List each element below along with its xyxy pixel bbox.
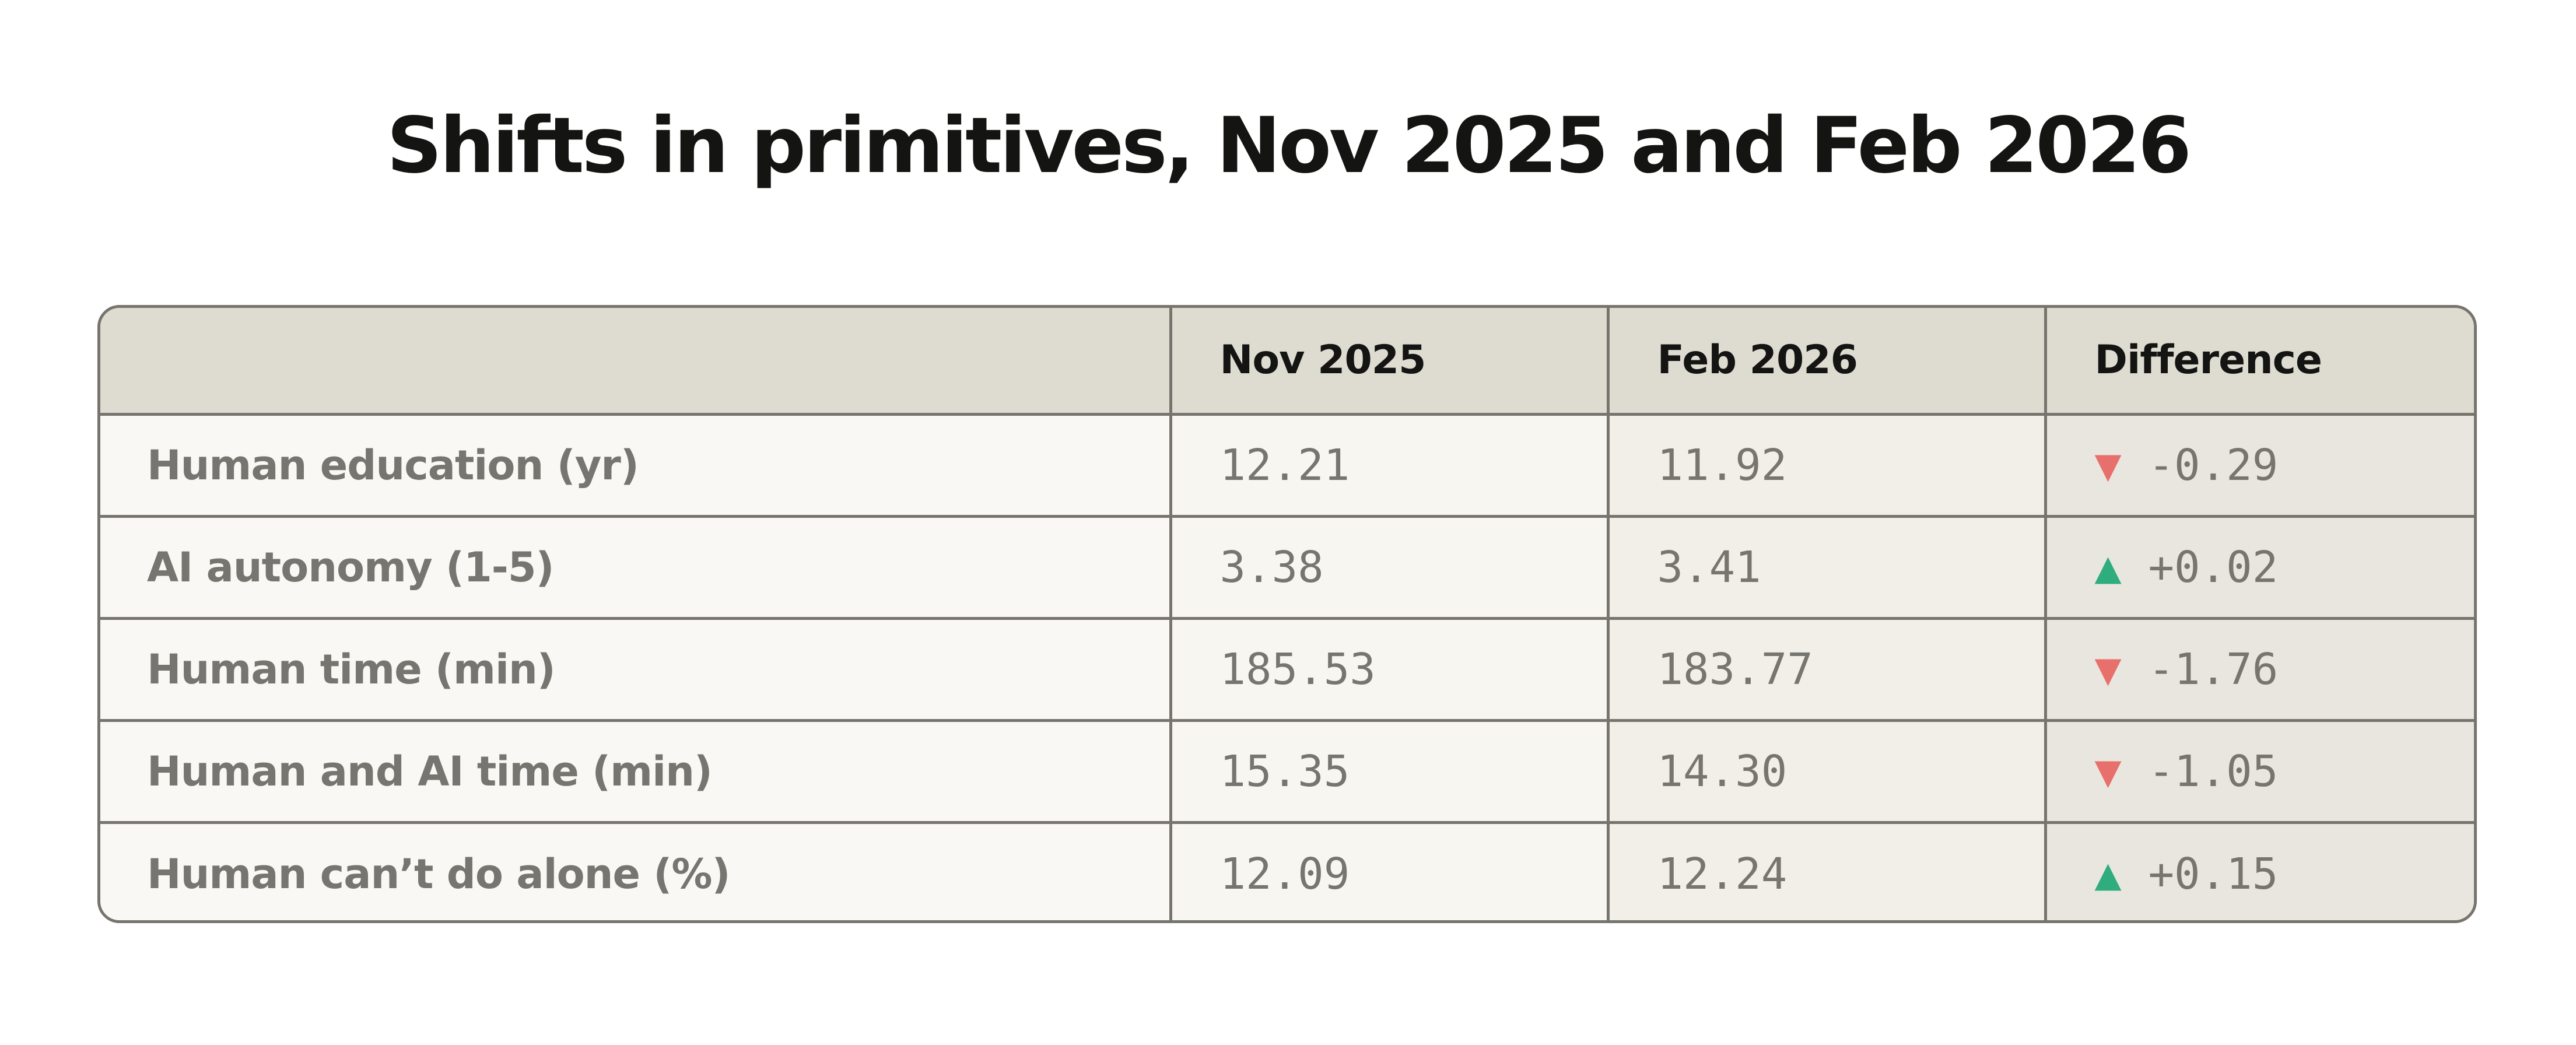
difference-value: +0.15 [2148, 848, 2279, 899]
table-header-row: Nov 2025 Feb 2026 Difference [100, 308, 2474, 416]
table-row: Human and AI time (min) 15.35 14.30 ▼ -1.05 [100, 718, 2474, 824]
cell-difference: ▼ -1.05 [2044, 718, 2474, 824]
difference-value: +0.02 [2148, 542, 2279, 592]
table-row: Human can’t do alone (%) 12.09 12.24 ▲ +0.15 [100, 820, 2474, 920]
row-label: Human education (yr) [100, 412, 1172, 518]
cell-feb-2026: 14.30 [1606, 718, 2047, 824]
row-label: AI autonomy (1-5) [100, 514, 1172, 620]
difference-value: -1.05 [2148, 746, 2279, 797]
table-row: Human time (min) 185.53 183.77 ▼ -1.76 [100, 616, 2474, 722]
cell-difference: ▼ -0.29 [2044, 412, 2474, 518]
row-label: Human time (min) [100, 616, 1172, 722]
cell-nov-2025: 12.09 [1169, 820, 1610, 920]
column-header-feb-2026: Feb 2026 [1606, 308, 2047, 416]
difference-value: -1.76 [2148, 644, 2279, 695]
cell-nov-2025: 3.38 [1169, 514, 1610, 620]
row-label: Human can’t do alone (%) [100, 820, 1172, 920]
primitives-table: Nov 2025 Feb 2026 Difference Human educa… [97, 305, 2477, 923]
column-header-difference: Difference [2044, 308, 2474, 416]
triangle-down-icon: ▼ [2094, 751, 2122, 792]
cell-difference: ▲ +0.02 [2044, 514, 2474, 620]
cell-nov-2025: 12.21 [1169, 412, 1610, 518]
cell-difference: ▲ +0.15 [2044, 820, 2474, 920]
column-header-metric [100, 308, 1172, 416]
cell-feb-2026: 183.77 [1606, 616, 2047, 722]
cell-difference: ▼ -1.76 [2044, 616, 2474, 722]
row-label: Human and AI time (min) [100, 718, 1172, 824]
table-row: AI autonomy (1-5) 3.38 3.41 ▲ +0.02 [100, 514, 2474, 620]
cell-nov-2025: 185.53 [1169, 616, 1610, 722]
triangle-down-icon: ▼ [2094, 649, 2122, 690]
triangle-down-icon: ▼ [2094, 445, 2122, 486]
difference-value: -0.29 [2148, 440, 2279, 490]
triangle-up-icon: ▲ [2094, 854, 2122, 895]
cell-nov-2025: 15.35 [1169, 718, 1610, 824]
table-row: Human education (yr) 12.21 11.92 ▼ -0.29 [100, 412, 2474, 518]
page-title: Shifts in primitives, Nov 2025 and Feb 2… [387, 101, 2192, 191]
cell-feb-2026: 12.24 [1606, 820, 2047, 920]
cell-feb-2026: 3.41 [1606, 514, 2047, 620]
column-header-nov-2025: Nov 2025 [1169, 308, 1610, 416]
cell-feb-2026: 11.92 [1606, 412, 2047, 518]
triangle-up-icon: ▲ [2094, 547, 2122, 588]
